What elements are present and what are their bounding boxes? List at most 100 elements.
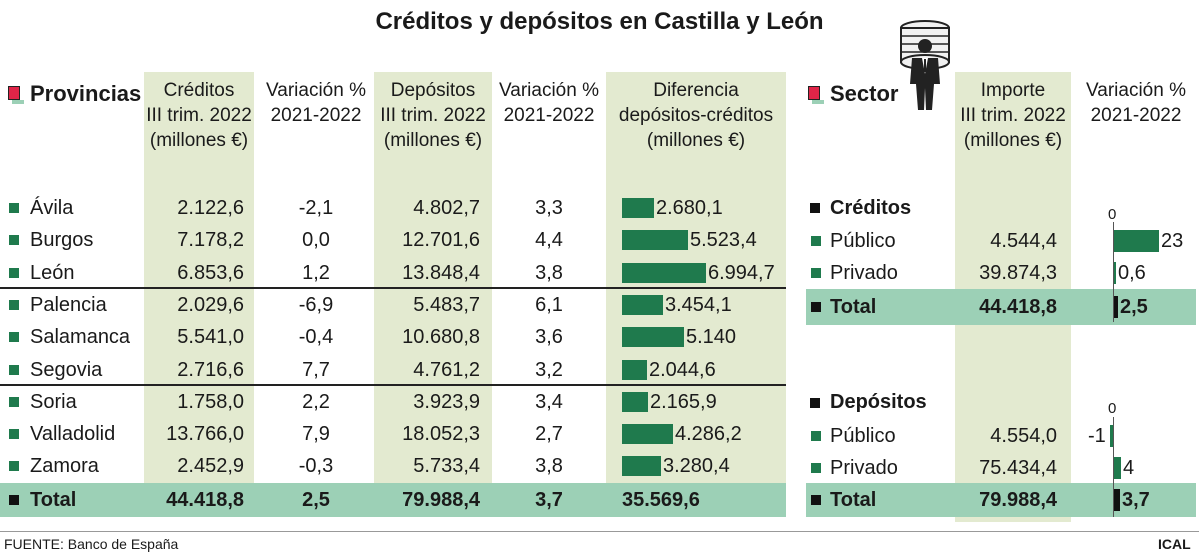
row-var-dep-zamora: 3,8 (535, 455, 563, 477)
row-var-dep-soria: 3,4 (535, 391, 563, 413)
provincias-heading: Provincias (30, 81, 142, 106)
dif-label-segovia: 2.044,6 (649, 359, 716, 381)
row-var-cred-palencia: -6,9 (298, 294, 334, 316)
depositos-zero-axis (1113, 417, 1114, 517)
row-var-dep-segovia: 3,2 (535, 359, 563, 381)
row-bullet-zamora (9, 461, 19, 471)
cred-privado-label: Privado (830, 262, 898, 284)
row-var-dep-valladolid: 2,7 (535, 423, 563, 445)
cred-publico-importe: 4.544,4 (990, 230, 1057, 252)
dif-bar-palencia (622, 295, 663, 315)
depositos-bullet (810, 398, 820, 408)
dif-label-salamanca: 5.140 (686, 326, 737, 348)
sector-heading: Sector (830, 81, 899, 106)
row-bullet-salamanca (9, 332, 19, 342)
header-depositos: Depósitos III trim. 2022 (millones €) (380, 80, 486, 151)
dep-var-bar-privado (1113, 457, 1121, 479)
row-bullet-segovia (9, 365, 19, 375)
dif-bar-leon (622, 263, 706, 283)
row-var-dep-leon: 3,8 (535, 262, 563, 284)
dep-privado-bullet (811, 463, 821, 473)
row-var-dep-salamanca: 3,6 (535, 326, 563, 348)
row-name-valladolid: Valladolid (30, 423, 116, 445)
row-depositos-avila: 4.802,7 (413, 197, 480, 219)
row-creditos-soria: 1.758,0 (177, 391, 244, 413)
dif-label-palencia: 3.454,1 (665, 294, 732, 316)
dif-bar-avila (622, 198, 654, 218)
left-total-depositos: 79.988,4 (402, 489, 480, 511)
dif-label-zamora: 3.280,4 (663, 455, 730, 477)
cred-total-label: Total (830, 296, 877, 318)
row-depositos-palencia: 5.483,7 (413, 294, 480, 316)
separator-1 (0, 287, 786, 289)
left-total-row (0, 483, 786, 517)
row-bullet-valladolid (9, 429, 19, 439)
left-total-creditos: 44.418,8 (166, 489, 244, 511)
cred-var-label-privado: 0,6 (1118, 262, 1146, 284)
cred-publico-label: Público (830, 230, 896, 252)
row-bullet-leon (9, 268, 19, 278)
cred-var-bar-total (1113, 296, 1118, 318)
cred-var-bar-publico (1113, 230, 1159, 252)
left-total-label: Total (30, 489, 77, 511)
dep-publico-label: Público (830, 425, 896, 447)
cred-total-bullet (811, 302, 821, 312)
dif-bar-segovia (622, 360, 647, 380)
row-var-cred-valladolid: 7,9 (302, 423, 330, 445)
creditos-label: Créditos (830, 197, 912, 219)
left-total-var-cred: 2,5 (302, 489, 330, 511)
total-bullet (9, 495, 19, 505)
cred-privado-importe: 39.874,3 (979, 262, 1057, 284)
row-var-dep-palencia: 6,1 (535, 294, 563, 316)
businessman-icon (900, 20, 950, 110)
cred-var-label-total: 2,5 (1120, 296, 1148, 318)
dep-publico-bullet (811, 431, 821, 441)
cred-publico-bullet (811, 236, 821, 246)
row-depositos-soria: 3.923,9 (413, 391, 480, 413)
depositos-label: Depósitos (830, 391, 927, 413)
row-creditos-salamanca: 5.541,0 (177, 326, 244, 348)
header-diferencia: Diferencia depósitos-créditos (millones €) (618, 80, 774, 151)
cred-privado-bullet (811, 268, 821, 278)
cred-var-bar-privado (1113, 262, 1116, 284)
row-creditos-palencia: 2.029,6 (177, 294, 244, 316)
row-bullet-burgos (9, 235, 19, 245)
row-var-cred-zamora: -0,3 (298, 455, 334, 477)
row-creditos-segovia: 2.716,6 (177, 359, 244, 381)
row-name-zamora: Zamora (30, 455, 99, 477)
dif-bar-soria (622, 392, 648, 412)
row-creditos-leon: 6.853,6 (177, 262, 244, 284)
row-var-cred-salamanca: -0,4 (298, 326, 334, 348)
row-depositos-valladolid: 18.052,3 (402, 423, 480, 445)
dif-label-burgos: 5.523,4 (690, 229, 757, 251)
dif-bar-zamora (622, 456, 661, 476)
dep-privado-label: Privado (830, 457, 898, 479)
shade-depositos-column (374, 72, 492, 492)
dif-label-avila: 2.680,1 (656, 197, 723, 219)
row-depositos-burgos: 12.701,6 (402, 229, 480, 251)
row-var-cred-segovia: 7,7 (302, 359, 330, 381)
header-variacion-sector: Variación % 2021-2022 (1086, 80, 1186, 126)
row-var-dep-avila: 3,3 (535, 197, 563, 219)
dep-var-label-publico: -1 (1088, 425, 1106, 447)
cred-total-importe: 44.418,8 (979, 296, 1057, 318)
row-var-cred-avila: -2,1 (298, 197, 334, 219)
cred-var-label-publico: 23 (1161, 230, 1184, 252)
shade-creditos-column (144, 72, 254, 492)
row-name-salamanca: Salamanca (30, 326, 131, 348)
dep-var-bar-publico (1110, 425, 1113, 447)
dif-label-valladolid: 4.286,2 (675, 423, 742, 445)
creditos-zero-axis (1113, 222, 1114, 322)
row-var-cred-leon: 1,2 (302, 262, 330, 284)
row-name-segovia: Segovia (30, 359, 103, 381)
creditos-total-row (806, 289, 1196, 325)
dif-label-soria: 2.165,9 (650, 391, 717, 413)
sector-legend-icon (808, 86, 824, 104)
header-variacion-creditos: Variación % 2021-2022 (266, 80, 366, 126)
creditos-bullet (810, 203, 820, 213)
row-creditos-valladolid: 13.766,0 (166, 423, 244, 445)
row-name-burgos: Burgos (30, 229, 94, 251)
row-creditos-avila: 2.122,6 (177, 197, 244, 219)
dif-label-leon: 6.994,7 (708, 262, 775, 284)
row-name-palencia: Palencia (30, 294, 107, 316)
